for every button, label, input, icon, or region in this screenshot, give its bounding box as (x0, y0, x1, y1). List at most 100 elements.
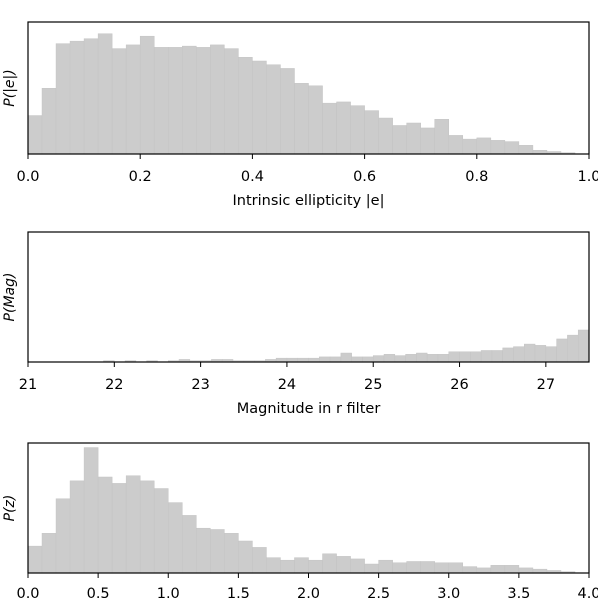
chart-panel-1: 0.0 0.2 0.4 0.6 0.8 1.0 Intrinsic ellipticity … (2, 21, 598, 209)
histogram-bar (406, 122, 421, 155)
histogram-bar (252, 60, 267, 155)
histogram-bar (322, 102, 337, 155)
histogram-bar (350, 105, 365, 155)
histogram-bar (168, 502, 183, 574)
histogram-bar (567, 334, 579, 363)
x-axis-label: Magnitude in r filter (237, 401, 381, 417)
histogram-bar (196, 47, 211, 155)
histogram-bar (139, 480, 155, 574)
histogram-bar (504, 565, 520, 574)
histogram-bar (125, 475, 141, 574)
histogram-bar (139, 35, 155, 155)
x-axis-label: Intrinsic ellipticity |e| (233, 193, 385, 209)
histogram-bar (280, 559, 295, 574)
x-tick-label: 24 (278, 377, 296, 393)
histogram-bar (266, 64, 281, 155)
histogram-bar (41, 88, 57, 155)
histogram-bars (27, 447, 576, 574)
histogram-bar (27, 115, 43, 155)
histogram-bar (394, 355, 406, 363)
histogram-bar (434, 119, 450, 155)
histogram-bar (476, 137, 492, 155)
histogram-bar (319, 356, 331, 363)
histogram-bar (524, 343, 536, 363)
histogram-bar (437, 354, 450, 363)
histogram-bar (55, 43, 71, 155)
x-tick-label: 23 (191, 377, 209, 393)
histogram-bar (448, 562, 464, 574)
x-tick-label: 1.0 (157, 586, 180, 598)
histogram-bar (308, 85, 323, 155)
histogram-bar (364, 110, 379, 155)
histogram-bar (416, 352, 428, 363)
axes-frame (27, 231, 590, 363)
histogram-bar (329, 356, 342, 363)
histogram-bar (182, 45, 197, 155)
histogram-bar (459, 351, 471, 363)
histogram-bar (448, 135, 464, 155)
histogram-bar (513, 346, 525, 363)
histogram-bar (480, 350, 493, 363)
histogram-bar (378, 117, 393, 155)
x-tick-label: 22 (105, 377, 123, 393)
histogram-bar (336, 556, 351, 574)
histogram-bar (210, 44, 225, 155)
histogram-bar (426, 354, 439, 363)
x-tick-label: 25 (364, 377, 382, 393)
histogram-bar (350, 558, 365, 574)
histogram-bar (210, 529, 225, 574)
histogram-bar (83, 447, 99, 574)
histogram-bar (351, 356, 363, 363)
histogram-bar (577, 329, 590, 363)
histogram-bar (504, 141, 520, 155)
x-tick-label: 2.5 (367, 586, 390, 598)
histogram-bar (518, 145, 534, 155)
histogram-bar (490, 565, 506, 574)
histogram-bar (266, 557, 281, 574)
histogram-bar (41, 533, 57, 574)
histogram-bar (97, 476, 113, 574)
histogram-bar (364, 563, 379, 574)
histogram-bar (405, 354, 417, 363)
histogram-bar (294, 557, 309, 574)
y-axis-label: P(z) (2, 495, 18, 522)
histogram-bar (111, 48, 127, 155)
histogram-bar (378, 559, 393, 574)
chart-panel-2: 21 22 23 24 25 26 27 Magnitude in r filter P(Mag… (2, 231, 590, 417)
x-tick-label: 0.0 (16, 586, 39, 598)
x-tick-label: 2.0 (297, 586, 320, 598)
histogram-bar (362, 356, 374, 363)
histogram-bar (322, 553, 337, 574)
histogram-bar (168, 47, 183, 155)
histogram-bar (224, 48, 239, 155)
histogram-bars (27, 33, 576, 155)
histogram-bar (491, 350, 503, 363)
histogram-bar (153, 488, 169, 574)
histogram-bar (238, 540, 253, 574)
x-tick-label: 0.2 (129, 169, 152, 185)
histogram-bar (534, 345, 547, 363)
histogram-bar (448, 351, 460, 363)
histogram-bar (490, 140, 506, 155)
histogram-bar (556, 338, 568, 363)
histogram-bar (372, 355, 385, 363)
x-tick-label: 27 (537, 377, 555, 393)
histogram-bar (392, 125, 407, 155)
chart-panel-3: 0.0 0.5 1.0 1.5 2.0 2.5 3.0 3.5 4.0 P(z) (2, 442, 598, 598)
x-tick-label: 1.5 (227, 586, 250, 598)
histogram-bar (280, 68, 295, 155)
histogram-bar (383, 354, 396, 363)
histogram-bar (434, 562, 450, 574)
histogram-bar (69, 40, 85, 155)
x-tick-label: 0.8 (465, 169, 488, 185)
x-tick-label: 3.0 (437, 586, 460, 598)
histogram-bar (153, 47, 169, 155)
histogram-bar (406, 561, 421, 574)
histogram-bar (97, 33, 113, 155)
histogram-bar (238, 57, 253, 155)
y-axis-label: P(Mag) (2, 273, 18, 322)
x-tick-label: 21 (19, 377, 37, 393)
histogram-bar (224, 533, 239, 574)
x-tick-label: 3.5 (507, 586, 530, 598)
